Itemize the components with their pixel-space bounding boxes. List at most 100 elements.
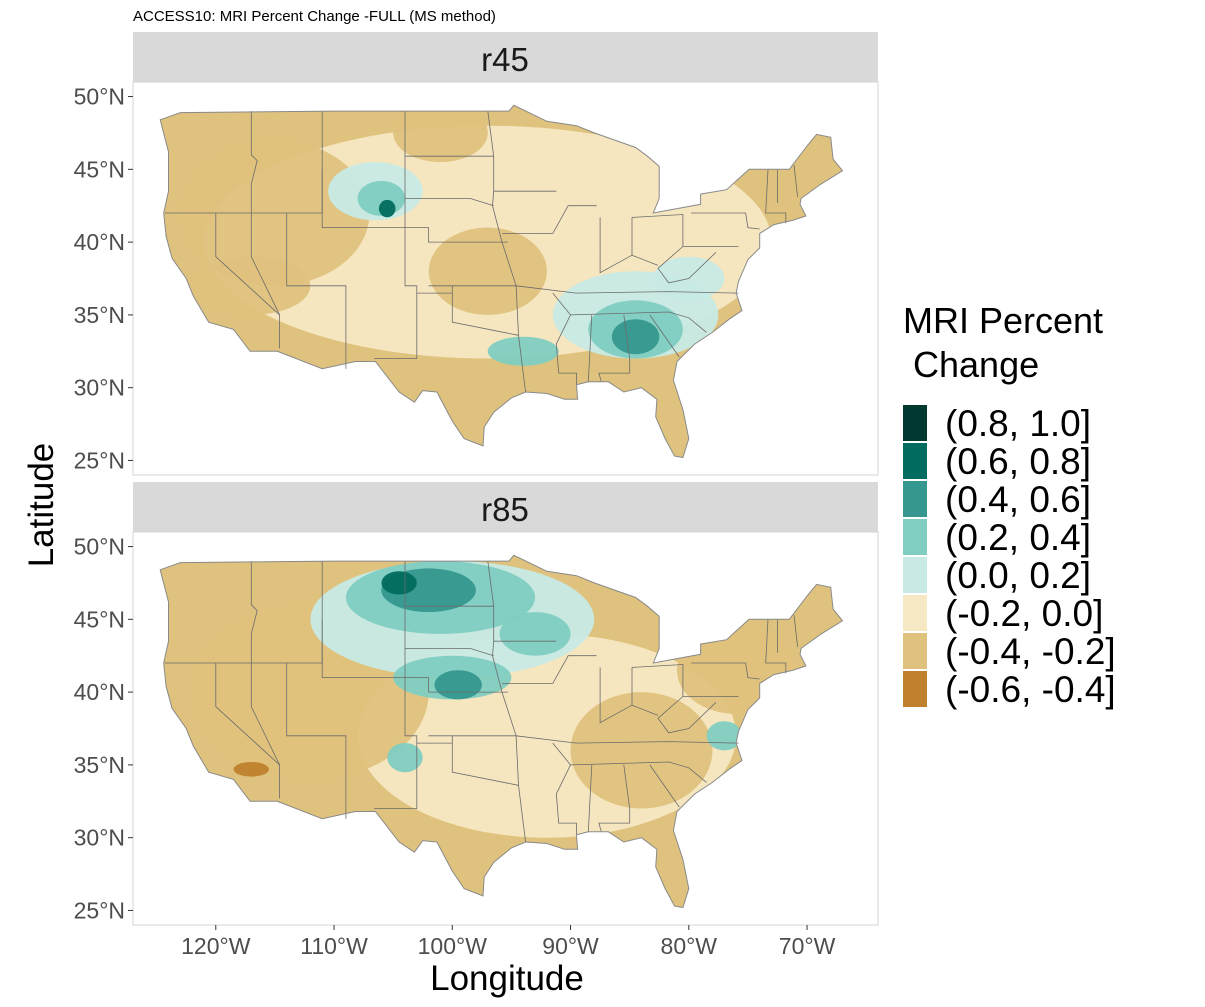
y-tick-label: 35°N xyxy=(74,752,125,778)
state-border xyxy=(765,169,787,224)
legend-label: (0.4, 0.6] xyxy=(945,479,1091,520)
state-border xyxy=(428,285,739,294)
state-border xyxy=(374,561,418,809)
x-tick-label: 90°W xyxy=(542,933,599,959)
legend-label: (-0.6, -0.4] xyxy=(945,669,1116,710)
state-border xyxy=(428,735,739,744)
y-tick-label: 45°N xyxy=(74,156,125,182)
state-border xyxy=(250,111,280,349)
us-outline-r45 xyxy=(159,104,844,459)
state-border xyxy=(405,198,494,207)
legend-title-line2: Change xyxy=(903,344,1039,385)
map-region-r45-7 xyxy=(378,199,396,218)
legend-keys: (0.8, 1.0](0.6, 0.8](0.4, 0.6](0.2, 0.4]… xyxy=(903,403,1116,710)
state-border xyxy=(793,614,798,648)
plot-title: ACCESS10: MRI Percent Change -FULL (MS m… xyxy=(133,8,496,25)
state-border xyxy=(321,169,508,243)
y-tick-label: 35°N xyxy=(74,302,125,328)
state-border xyxy=(599,667,633,724)
legend-label: (-0.4, -0.2] xyxy=(945,631,1116,672)
map-region-r45-10 xyxy=(611,319,660,355)
legend-label: (0.8, 1.0] xyxy=(945,403,1091,444)
state-border xyxy=(598,764,631,832)
x-axis: 120°W 110°W 100°W 90°W 80°W 70°W xyxy=(181,925,836,959)
state-border xyxy=(631,664,739,697)
x-tick-label: 70°W xyxy=(779,933,836,959)
x-axis-title: Longitude xyxy=(430,959,584,998)
legend-swatch xyxy=(903,671,927,707)
x-tick-label: 110°W xyxy=(300,933,368,959)
state-border xyxy=(793,164,798,198)
us-outline-r85 xyxy=(159,554,844,909)
legend-swatch xyxy=(903,481,927,517)
state-borders-r45 xyxy=(164,111,798,393)
state-border xyxy=(552,742,577,835)
map-region-r85-2 xyxy=(570,692,713,809)
state-border xyxy=(502,655,597,684)
state-border xyxy=(649,314,680,358)
state-border xyxy=(631,214,739,247)
y-tick-label: 40°N xyxy=(74,679,125,705)
map-region-r45-3 xyxy=(393,105,488,162)
state-border xyxy=(487,111,526,393)
state-border xyxy=(502,205,597,234)
state-border xyxy=(451,735,519,786)
y-tick-label: 25°N xyxy=(74,447,125,473)
state-border xyxy=(405,648,494,657)
map-region-r85-10 xyxy=(434,670,482,700)
y-tick-label: 30°N xyxy=(74,825,125,851)
legend-swatch xyxy=(903,633,927,669)
state-border xyxy=(598,314,631,382)
facet-strip-label-r45: r45 xyxy=(481,41,529,78)
map-region-r85-4 xyxy=(233,762,269,777)
state-border xyxy=(691,212,760,230)
state-border xyxy=(657,246,717,284)
state-border xyxy=(250,561,280,799)
y-tick-label: 30°N xyxy=(74,375,125,401)
legend-label: (0.2, 0.4] xyxy=(945,517,1091,558)
state-border xyxy=(570,311,707,333)
legend-swatch xyxy=(903,405,927,441)
state-border xyxy=(286,213,347,369)
state-border xyxy=(631,704,659,716)
facet-panel-r45: r45 25°N 30°N 35°N 40°N 45°N 50°N xyxy=(74,32,879,476)
state-border xyxy=(215,213,280,316)
y-tick-label: 25°N xyxy=(74,897,125,923)
state-border xyxy=(587,764,593,832)
legend-swatch xyxy=(903,595,927,631)
state-border xyxy=(374,111,418,359)
state-border xyxy=(631,254,659,266)
state-border xyxy=(321,619,508,693)
legend-label: (0.6, 0.8] xyxy=(945,441,1091,482)
y-axis-r85: 25°N 30°N 35°N 40°N 45°N 50°N xyxy=(74,534,133,923)
legend-label: (-0.2, 0.0] xyxy=(945,593,1103,634)
state-borders-r85 xyxy=(164,561,798,843)
y-axis-r45: 25°N 30°N 35°N 40°N 45°N 50°N xyxy=(74,84,133,473)
state-border xyxy=(451,285,519,336)
y-axis-title: Latitude xyxy=(22,443,61,568)
y-tick-label: 40°N xyxy=(74,229,125,255)
legend: MRI Percent Change (0.8, 1.0](0.6, 0.8](… xyxy=(903,300,1116,710)
x-tick-label: 100°W xyxy=(418,933,488,959)
y-tick-label: 50°N xyxy=(74,84,125,110)
legend-title-line1: MRI Percent xyxy=(903,300,1103,341)
state-border xyxy=(286,663,347,819)
facet-strip-r85 xyxy=(133,482,878,532)
choropleth-map-r45 xyxy=(159,104,844,459)
state-border xyxy=(765,619,787,674)
choropleth-map-r85 xyxy=(159,554,844,909)
map-region-r45-11 xyxy=(487,336,559,366)
x-tick-label: 120°W xyxy=(181,933,251,959)
state-border xyxy=(552,292,577,385)
state-border xyxy=(587,314,593,382)
legend-swatch xyxy=(903,519,927,555)
state-border xyxy=(215,663,280,766)
state-border xyxy=(487,561,526,843)
facet-strip-r45 xyxy=(133,32,878,82)
map-region-r85-11 xyxy=(499,612,571,656)
map-region-r85-12 xyxy=(387,743,423,773)
facet-strip-label-r85: r85 xyxy=(481,491,529,528)
facet-panel-r85: r85 25°N 30°N 35°N 40°N 45°N 50°N xyxy=(74,482,879,926)
x-tick-label: 80°W xyxy=(661,933,718,959)
